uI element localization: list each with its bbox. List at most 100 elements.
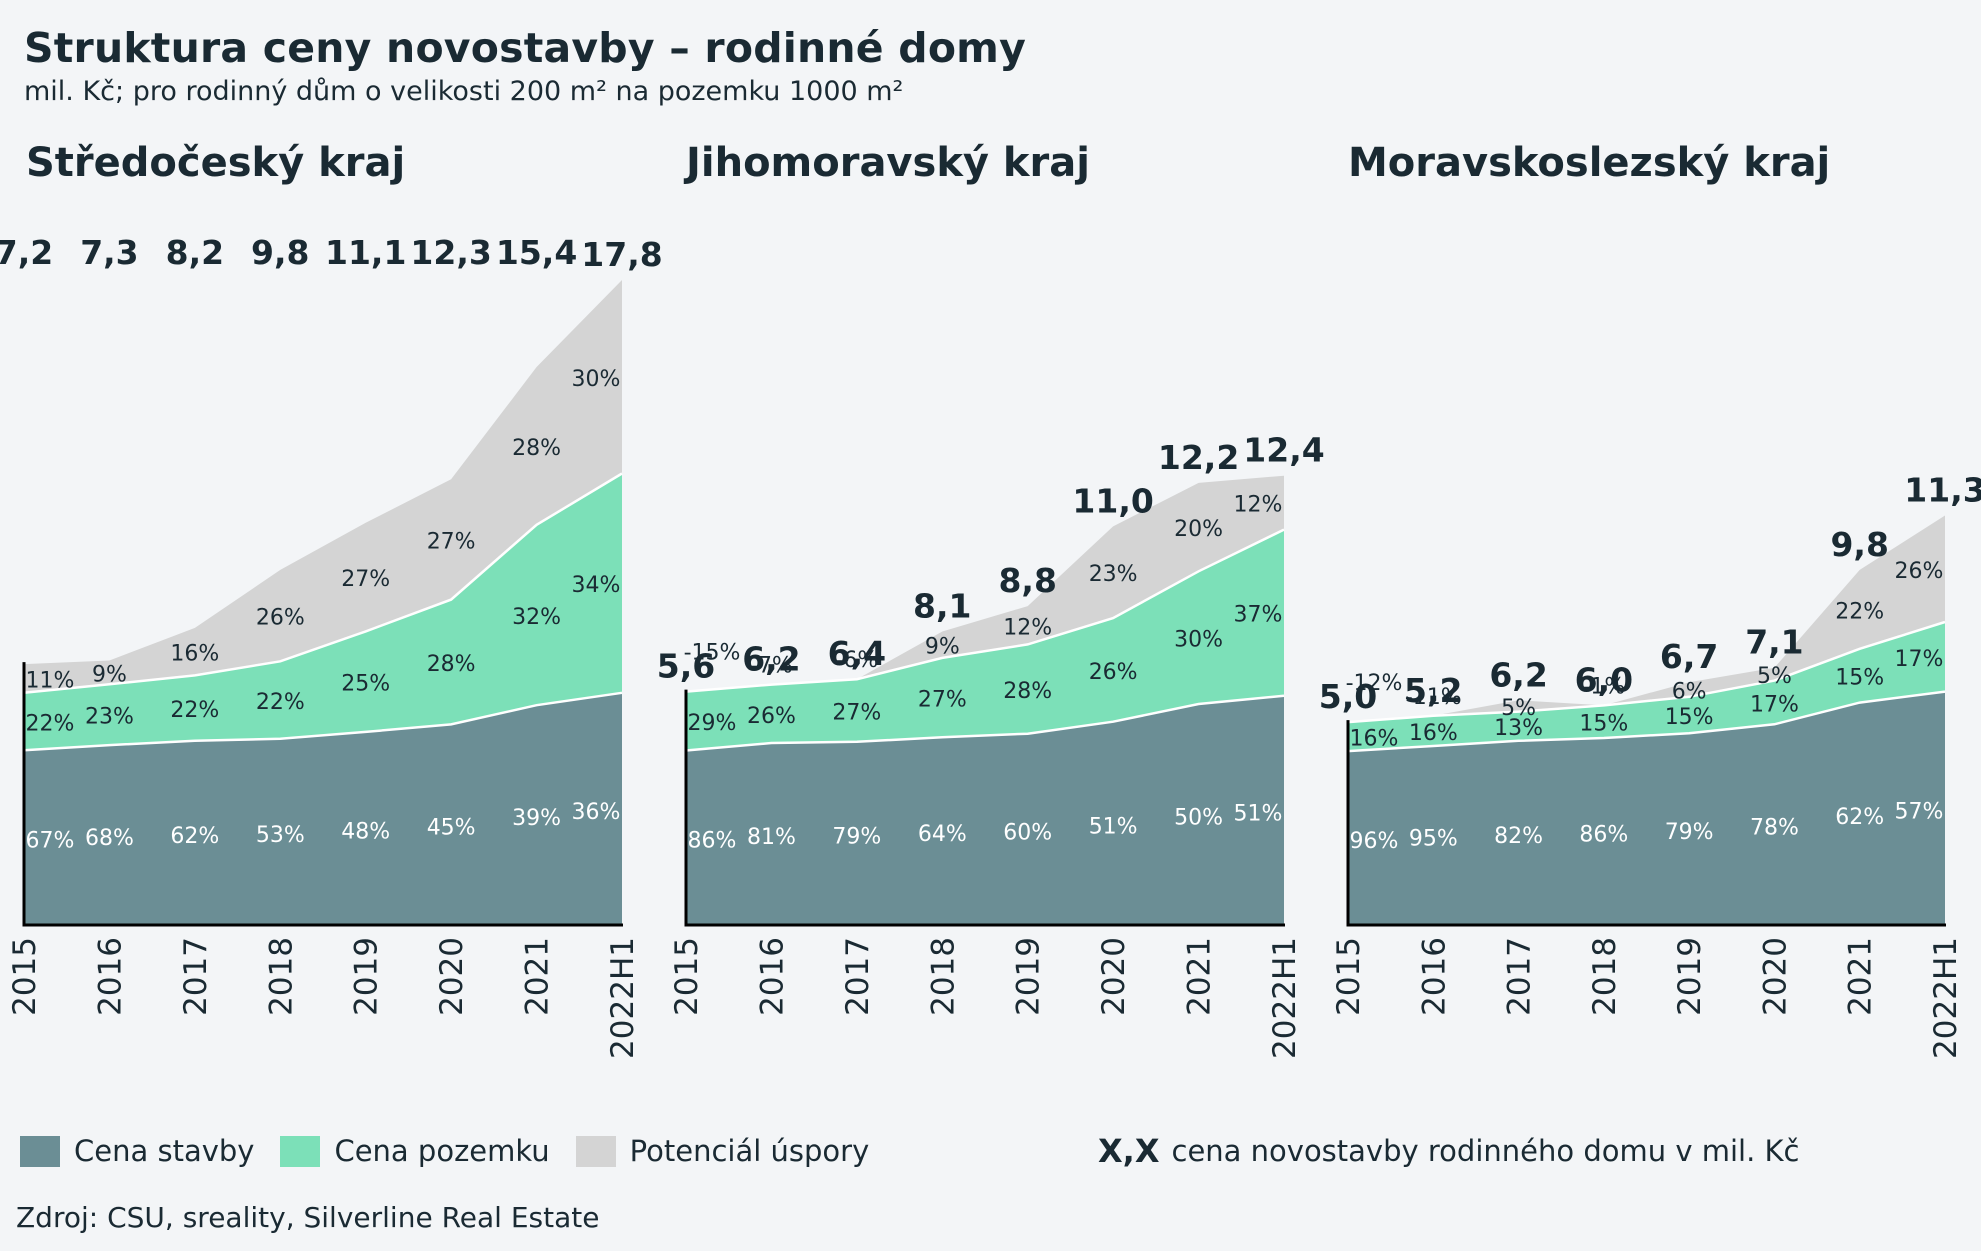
x-tick-label: 2021 <box>1182 937 1218 1016</box>
data-label-stavba: 53% <box>256 823 305 848</box>
data-label-pozemek: 32% <box>512 605 561 630</box>
data-label-stavba: 82% <box>1494 824 1543 849</box>
chart-title-stredocesky: Středočeský kraj <box>26 140 405 186</box>
x-tick-label: 2020 <box>434 937 470 1016</box>
data-label-pozemek: 17% <box>1895 647 1944 672</box>
total-label: 7,2 <box>0 233 53 272</box>
area-uspora-moravskoslezsky <box>1348 515 1945 723</box>
data-label-stavba: 86% <box>688 829 737 854</box>
total-label: 8,1 <box>913 586 971 625</box>
data-label-uspora: 27% <box>427 530 476 555</box>
data-label-pozemek: 27% <box>918 688 967 713</box>
total-label: 11,0 <box>1072 481 1153 520</box>
data-label-stavba: 78% <box>1750 816 1799 841</box>
total-label: 12,3 <box>410 233 491 272</box>
data-label-stavba: 45% <box>427 816 476 841</box>
data-label-stavba: 96% <box>1350 829 1399 854</box>
data-label-pozemek: 28% <box>427 652 476 677</box>
data-label-pozemek: 26% <box>1089 660 1138 685</box>
data-label-uspora: 6% <box>1672 680 1707 705</box>
total-label: 5,0 <box>1319 677 1377 716</box>
area-pozemek-stredocesky <box>24 473 622 751</box>
data-label-uspora: -7% <box>750 654 793 679</box>
data-label-stavba: 51% <box>1234 801 1283 826</box>
area-pozemek-jihomoravsky <box>686 529 1284 751</box>
data-label-stavba: 62% <box>170 824 219 849</box>
total-label: 8,2 <box>166 233 224 272</box>
x-tick-label: 2019 <box>1672 937 1708 1016</box>
total-label: 11,1 <box>325 233 406 272</box>
source-note: Zdroj: CSU, sreality, Silverline Real Es… <box>16 1201 600 1234</box>
data-label-pozemek: 23% <box>85 705 134 730</box>
boundary-stavba-stredocesky <box>23 691 623 752</box>
data-label-stavba: 86% <box>1579 823 1628 848</box>
data-label-uspora: 27% <box>341 567 390 592</box>
x-tick-label: 2022H1 <box>1928 937 1964 1059</box>
total-label: 6,7 <box>1660 637 1718 676</box>
data-label-uspora: 9% <box>925 635 960 660</box>
total-label: 7,1 <box>1745 623 1803 662</box>
total-label: 6,0 <box>1575 660 1633 699</box>
x-tick-label: 2021 <box>1843 937 1879 1016</box>
total-label: 9,8 <box>1830 525 1888 564</box>
data-label-stavba: 79% <box>1665 820 1714 845</box>
x-tick-label: 2018 <box>925 937 961 1016</box>
data-label-uspora: 22% <box>1835 599 1884 624</box>
data-label-pozemek: 22% <box>26 712 75 737</box>
data-label-pozemek: 16% <box>1409 721 1458 746</box>
data-label-stavba: 68% <box>85 826 134 851</box>
legend-note-text: cena novostavby rodinného domu v mil. Kč <box>1171 1134 1800 1168</box>
total-label: 15,4 <box>496 233 577 272</box>
data-label-stavba: 50% <box>1174 806 1223 831</box>
data-label-pozemek: 15% <box>1579 712 1628 737</box>
total-label: 12,4 <box>1243 431 1324 470</box>
chart-title-jihomoravsky: Jihomoravský kraj <box>683 140 1090 186</box>
data-label-stavba: 64% <box>918 822 967 847</box>
area-stavba-moravskoslezsky <box>1348 691 1945 925</box>
boundary-stavba-moravskoslezsky <box>1347 690 1946 753</box>
data-label-pozemek: 34% <box>572 573 621 598</box>
data-label-uspora: 26% <box>1895 559 1944 584</box>
x-tick-label: 2016 <box>754 937 790 1016</box>
data-label-uspora: 12% <box>1234 493 1283 518</box>
legend: Cena stavby Cena pozemku Potenciál úspor… <box>20 1130 895 1172</box>
data-label-pozemek: 15% <box>1665 705 1714 730</box>
total-label: 5,2 <box>1404 671 1462 710</box>
data-label-pozemek: 30% <box>1174 628 1223 653</box>
data-label-stavba: 60% <box>1003 820 1052 845</box>
boundary-stavba-jihomoravsky <box>685 694 1285 752</box>
data-label-pozemek: 26% <box>747 704 796 729</box>
data-label-pozemek: 22% <box>256 690 305 715</box>
data-label-pozemek: 25% <box>341 672 390 697</box>
chart-moravskoslezsky: Moravskoslezský kraj 2015 2016 2017 2018 2019… <box>1319 140 1981 1059</box>
data-label-uspora: 12% <box>1003 615 1052 640</box>
area-stavba-stredocesky <box>24 692 622 925</box>
data-label-pozemek: 28% <box>1003 679 1052 704</box>
data-label-uspora: 9% <box>92 662 127 687</box>
total-label: 17,8 <box>581 235 662 274</box>
x-tick-label: 2018 <box>263 937 299 1016</box>
x-tick-label: 2022H1 <box>605 937 641 1059</box>
x-tick-label: 2015 <box>7 937 43 1016</box>
data-label-uspora: -15% <box>684 641 741 666</box>
data-label-stavba: 81% <box>747 825 796 850</box>
data-label-uspora: 16% <box>170 642 219 667</box>
data-label-stavba: 48% <box>341 820 390 845</box>
data-label-stavba: 79% <box>832 824 881 849</box>
x-tick-label: 2021 <box>520 937 556 1016</box>
boundary-pozemek-stredocesky <box>23 472 623 695</box>
x-tick-label: 2015 <box>669 937 705 1016</box>
data-label-uspora: -1% <box>1582 674 1625 699</box>
data-label-uspora: -11% <box>1405 685 1462 710</box>
data-label-pozemek: 37% <box>1234 603 1283 628</box>
x-tick-label: 2020 <box>1096 937 1132 1016</box>
x-tick-label: 2016 <box>92 937 128 1016</box>
legend-item-uspora: Potenciál úspory <box>575 1134 869 1168</box>
legend-item-pozemek: Cena pozemku <box>280 1134 550 1168</box>
total-label: 11,3 <box>1904 471 1981 510</box>
data-label-stavba: 62% <box>1835 805 1884 830</box>
data-label-pozemek: 29% <box>688 711 737 736</box>
total-label: 12,2 <box>1158 438 1239 477</box>
data-label-pozemek: 16% <box>1350 727 1399 752</box>
total-label: 6,4 <box>828 634 886 673</box>
